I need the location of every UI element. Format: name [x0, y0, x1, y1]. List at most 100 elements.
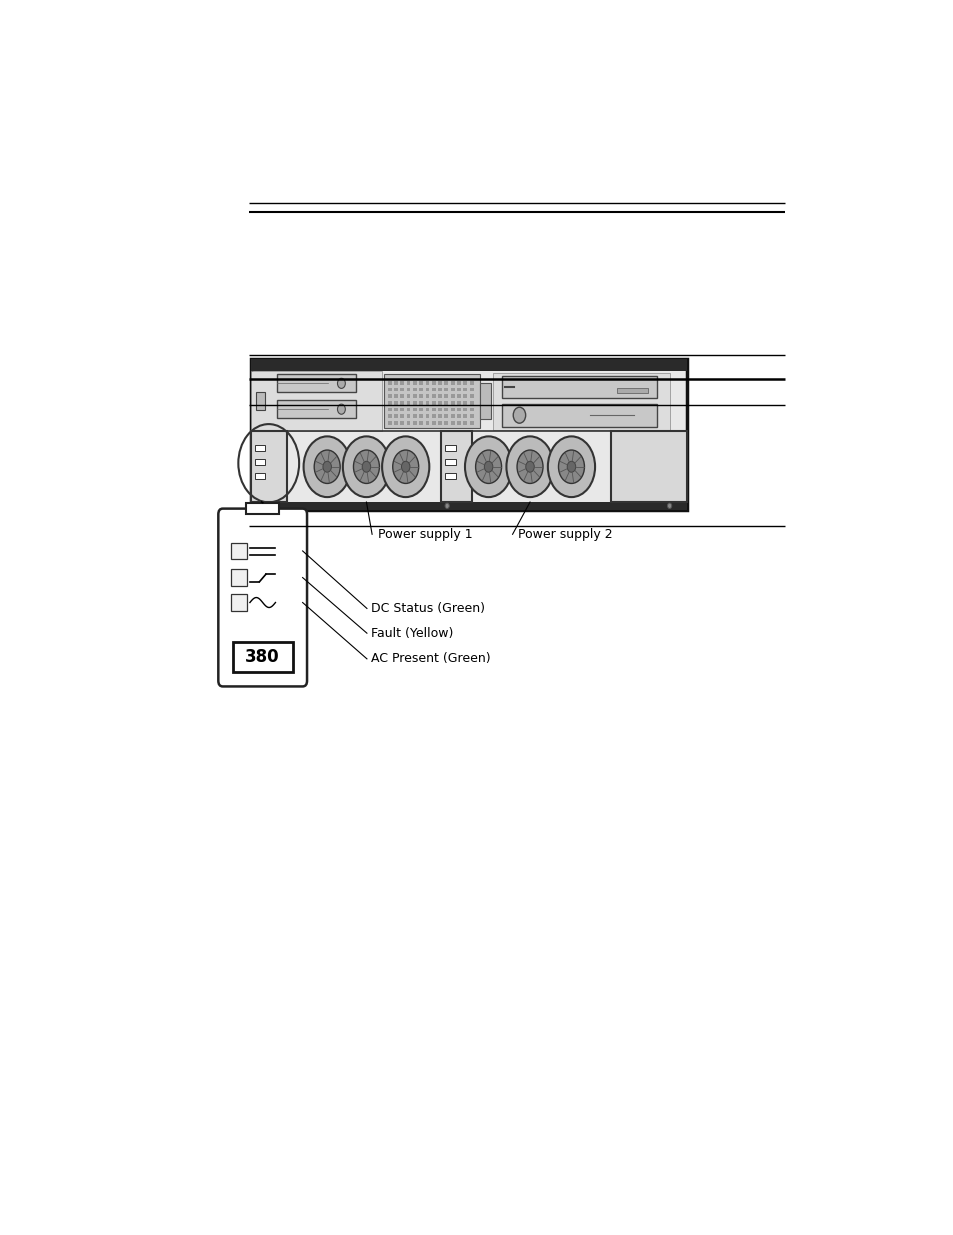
FancyBboxPatch shape	[251, 431, 286, 503]
Circle shape	[337, 378, 345, 388]
FancyBboxPatch shape	[451, 388, 455, 391]
FancyBboxPatch shape	[231, 569, 247, 585]
FancyBboxPatch shape	[413, 408, 416, 411]
FancyBboxPatch shape	[406, 394, 410, 398]
FancyBboxPatch shape	[469, 421, 473, 425]
FancyBboxPatch shape	[437, 401, 441, 405]
FancyBboxPatch shape	[425, 380, 429, 385]
FancyBboxPatch shape	[437, 421, 441, 425]
Circle shape	[525, 462, 534, 472]
FancyBboxPatch shape	[469, 380, 473, 385]
FancyBboxPatch shape	[463, 388, 467, 391]
FancyBboxPatch shape	[444, 408, 448, 411]
FancyBboxPatch shape	[469, 408, 473, 411]
FancyBboxPatch shape	[394, 394, 397, 398]
FancyBboxPatch shape	[425, 394, 429, 398]
FancyBboxPatch shape	[456, 421, 460, 425]
Circle shape	[362, 462, 371, 472]
FancyBboxPatch shape	[445, 473, 456, 479]
FancyBboxPatch shape	[469, 388, 473, 391]
FancyBboxPatch shape	[413, 401, 416, 405]
FancyBboxPatch shape	[432, 414, 436, 417]
FancyBboxPatch shape	[456, 414, 460, 417]
FancyBboxPatch shape	[251, 372, 381, 431]
FancyBboxPatch shape	[400, 394, 404, 398]
FancyBboxPatch shape	[394, 401, 397, 405]
Circle shape	[547, 436, 595, 498]
FancyBboxPatch shape	[254, 473, 265, 479]
FancyBboxPatch shape	[451, 414, 455, 417]
FancyBboxPatch shape	[383, 374, 479, 429]
FancyBboxPatch shape	[387, 414, 391, 417]
FancyBboxPatch shape	[444, 421, 448, 425]
Circle shape	[401, 462, 410, 472]
FancyBboxPatch shape	[425, 408, 429, 411]
FancyBboxPatch shape	[413, 421, 416, 425]
FancyBboxPatch shape	[501, 375, 657, 399]
FancyBboxPatch shape	[456, 388, 460, 391]
Circle shape	[513, 408, 525, 424]
FancyBboxPatch shape	[463, 421, 467, 425]
Circle shape	[484, 462, 493, 472]
FancyBboxPatch shape	[432, 401, 436, 405]
FancyBboxPatch shape	[437, 388, 441, 391]
FancyBboxPatch shape	[456, 408, 460, 411]
FancyBboxPatch shape	[387, 401, 391, 405]
Text: 380: 380	[245, 648, 279, 667]
FancyBboxPatch shape	[469, 401, 473, 405]
FancyBboxPatch shape	[444, 388, 448, 391]
FancyBboxPatch shape	[456, 401, 460, 405]
Circle shape	[667, 503, 671, 509]
FancyBboxPatch shape	[469, 394, 473, 398]
FancyBboxPatch shape	[218, 509, 307, 687]
FancyBboxPatch shape	[444, 401, 448, 405]
FancyBboxPatch shape	[394, 421, 397, 425]
FancyBboxPatch shape	[406, 414, 410, 417]
Text: Fault (Yellow): Fault (Yellow)	[370, 626, 453, 640]
Circle shape	[323, 462, 331, 472]
FancyBboxPatch shape	[400, 388, 404, 391]
FancyBboxPatch shape	[437, 394, 441, 398]
FancyBboxPatch shape	[418, 414, 423, 417]
Text: Power supply 2: Power supply 2	[518, 527, 613, 541]
FancyBboxPatch shape	[400, 401, 404, 405]
FancyBboxPatch shape	[463, 394, 467, 398]
Text: DC Status (Green): DC Status (Green)	[370, 601, 484, 615]
FancyBboxPatch shape	[406, 421, 410, 425]
FancyBboxPatch shape	[251, 503, 686, 510]
FancyBboxPatch shape	[425, 421, 429, 425]
FancyBboxPatch shape	[451, 408, 455, 411]
Circle shape	[506, 436, 553, 498]
FancyBboxPatch shape	[444, 414, 448, 417]
FancyBboxPatch shape	[418, 380, 423, 385]
Circle shape	[445, 503, 449, 509]
FancyBboxPatch shape	[432, 380, 436, 385]
FancyBboxPatch shape	[456, 380, 460, 385]
Circle shape	[393, 450, 418, 483]
FancyBboxPatch shape	[233, 642, 293, 672]
FancyBboxPatch shape	[437, 408, 441, 411]
FancyBboxPatch shape	[394, 380, 397, 385]
FancyBboxPatch shape	[246, 503, 279, 514]
Circle shape	[314, 450, 340, 483]
FancyBboxPatch shape	[387, 394, 391, 398]
FancyBboxPatch shape	[432, 408, 436, 411]
Text: Power supply 1: Power supply 1	[377, 527, 472, 541]
Circle shape	[476, 450, 501, 483]
FancyBboxPatch shape	[276, 374, 355, 393]
FancyBboxPatch shape	[418, 401, 423, 405]
FancyBboxPatch shape	[413, 380, 416, 385]
FancyBboxPatch shape	[231, 594, 247, 611]
FancyBboxPatch shape	[231, 542, 247, 559]
FancyBboxPatch shape	[463, 408, 467, 411]
FancyBboxPatch shape	[418, 394, 423, 398]
FancyBboxPatch shape	[610, 431, 686, 503]
FancyBboxPatch shape	[387, 421, 391, 425]
FancyBboxPatch shape	[400, 408, 404, 411]
FancyBboxPatch shape	[254, 459, 265, 466]
Circle shape	[567, 462, 575, 472]
FancyBboxPatch shape	[463, 401, 467, 405]
FancyBboxPatch shape	[437, 414, 441, 417]
Circle shape	[382, 436, 429, 498]
FancyBboxPatch shape	[451, 380, 455, 385]
